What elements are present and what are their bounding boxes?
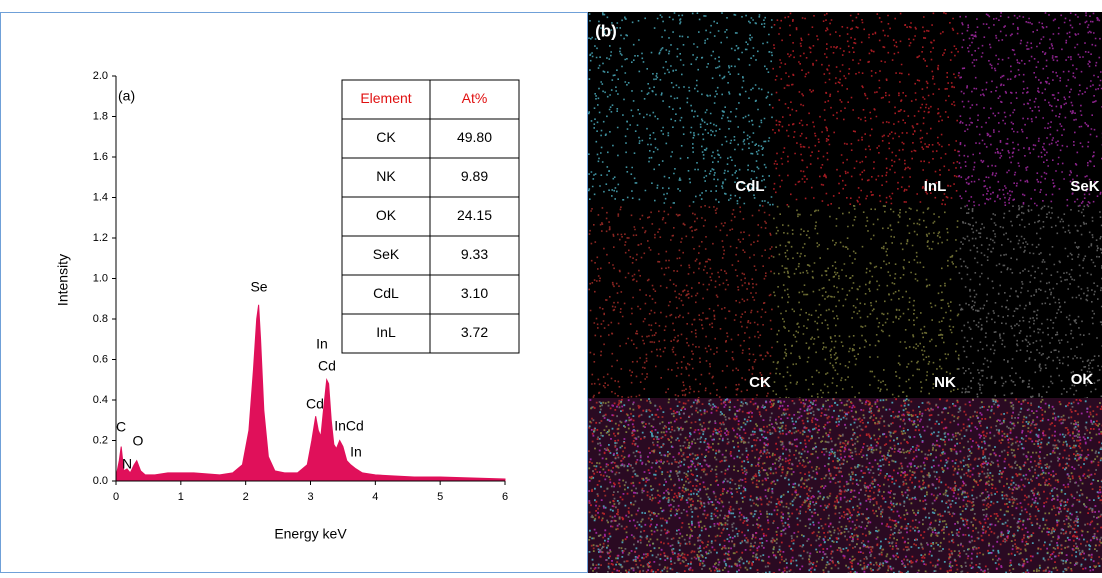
map-label: SeK xyxy=(1070,178,1099,195)
table-cell: CdL xyxy=(373,285,399,301)
map-tile: NK xyxy=(772,205,960,400)
table-cell: 3.72 xyxy=(461,324,488,340)
map-label: CK xyxy=(749,374,771,391)
table-cell: CK xyxy=(376,129,396,145)
table-header: Element xyxy=(360,90,411,106)
y-tick-label: 1.0 xyxy=(93,272,108,284)
peak-label: N xyxy=(122,456,132,472)
map-label: InL xyxy=(924,178,947,195)
x-tick-label: 1 xyxy=(178,491,184,503)
table-cell: 9.89 xyxy=(461,168,488,184)
map-tile: CdL xyxy=(588,12,774,207)
y-tick-label: 0.8 xyxy=(93,313,108,325)
peak-label: Cd xyxy=(318,358,336,374)
map-dots xyxy=(588,205,773,400)
x-tick-label: 2 xyxy=(243,491,249,503)
table-cell: InL xyxy=(376,324,396,340)
panel-a: 0.0 0.2 0.4 0.6 0.8 1.0 1.2 1.4 1.6 1.8 2.0 0 1 2 3 4 5 6… xyxy=(55,70,520,542)
map-tile: SeK xyxy=(958,12,1102,207)
overlay-dots xyxy=(590,398,1102,575)
panel-label: (a) xyxy=(118,88,135,104)
map-dots xyxy=(958,12,1102,207)
panel-b: CdL InL SeK CK NK OK (b) xyxy=(588,12,1102,575)
x-tick-label: 3 xyxy=(307,491,313,503)
y-tick-label: 1.4 xyxy=(93,191,108,203)
peak-label: InCd xyxy=(334,418,364,434)
table-cell: 9.33 xyxy=(461,246,488,262)
table-header: At% xyxy=(462,90,488,106)
y-tick-label: 0.2 xyxy=(93,434,108,446)
peak-label: O xyxy=(133,433,144,449)
x-tick-label: 6 xyxy=(502,491,508,503)
y-tick-label: 2.0 xyxy=(93,70,108,82)
y-tick-label: 1.6 xyxy=(93,151,108,163)
peak-label: Se xyxy=(250,279,267,295)
y-axis-title: Intensity xyxy=(55,254,71,306)
map-label: OK xyxy=(1071,371,1094,388)
overlay-dots xyxy=(588,398,1102,575)
table-cell: 49.80 xyxy=(457,129,492,145)
map-dots xyxy=(958,205,1102,400)
table-cell: SeK xyxy=(373,246,400,262)
map-tile: CK xyxy=(588,205,773,400)
map-label: CdL xyxy=(735,178,764,195)
overlay-dots xyxy=(588,398,1102,575)
peak-label: Cd xyxy=(306,396,324,412)
map-tile: OK xyxy=(958,205,1102,400)
y-tick-label: 0.0 xyxy=(93,475,108,487)
spectrum-area xyxy=(115,304,506,482)
table-cell: OK xyxy=(376,207,397,223)
x-tick-label: 0 xyxy=(113,491,119,503)
x-axis-title: Energy keV xyxy=(274,526,347,542)
peak-label: In xyxy=(316,336,328,352)
y-tick-label: 0.6 xyxy=(93,353,108,365)
y-tick-label: 1.8 xyxy=(93,110,108,122)
peak-label: In xyxy=(350,444,362,460)
map-dots xyxy=(588,12,774,207)
table-cell: 24.15 xyxy=(457,207,492,223)
table-cell: 3.10 xyxy=(461,285,488,301)
map-label: NK xyxy=(934,374,956,391)
y-tick-label: 1.2 xyxy=(93,232,108,244)
x-tick-label: 4 xyxy=(372,491,378,503)
panel-label: (b) xyxy=(595,21,617,40)
peak-label: C xyxy=(116,419,126,435)
x-tick-label: 5 xyxy=(437,491,443,503)
map-tile: InL xyxy=(772,12,960,206)
table-cell: NK xyxy=(376,168,396,184)
overlay-map xyxy=(588,398,1102,575)
y-tick-label: 0.4 xyxy=(93,394,108,406)
